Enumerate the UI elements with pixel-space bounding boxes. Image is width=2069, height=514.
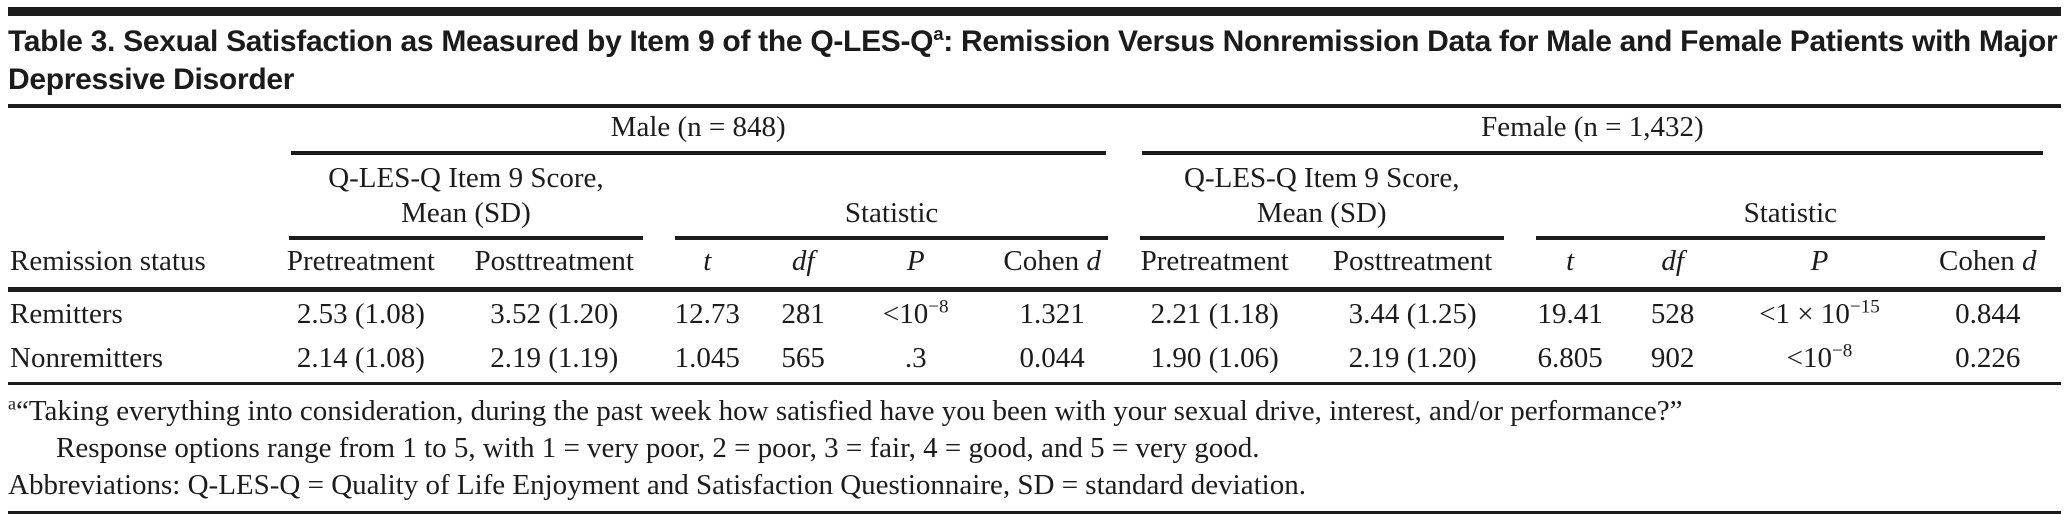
cell-female-cohen-d: 0.844 xyxy=(1955,298,2021,330)
footnote-a-line2: Response options range from 1 to 5, with… xyxy=(56,432,1260,464)
p-value: <10 xyxy=(882,298,929,330)
group-header-female-label: Female (n = 1,432) xyxy=(1141,111,2043,155)
cell-female-t: 6.805 xyxy=(1519,336,1621,385)
title-rule xyxy=(8,104,2061,108)
p-exponent: −15 xyxy=(1849,296,1880,318)
row-label-nonremitters: Nonremitters xyxy=(8,336,273,385)
cell-female-posttreatment: 2.19 (1.20) xyxy=(1305,336,1520,385)
cohen-d-label: d xyxy=(1086,245,1101,277)
table-footnotes: a“Taking everything into consideration, … xyxy=(8,393,2061,504)
score-header-line2: Mean (SD) xyxy=(1256,197,1387,229)
cell-male-df: 281 xyxy=(781,298,825,330)
sub-header-row: Q-LES-Q Item 9 Score, Mean (SD) Statisti… xyxy=(8,155,2061,240)
col-header-t-male: t xyxy=(659,240,756,292)
cell-male-cohen-d: 1.321 xyxy=(1019,298,1085,330)
score-header-line1: Q-LES-Q Item 9 Score, xyxy=(328,162,604,194)
p-exponent: −8 xyxy=(1832,340,1853,362)
p-value: .3 xyxy=(904,342,927,374)
cell-female-p: <1 × 10−15 xyxy=(1725,290,1915,337)
cell-female-posttreatment: 3.44 (1.25) xyxy=(1348,298,1477,330)
cell-male-p: .3 xyxy=(851,336,981,385)
footnote-a-text: “Taking everything into consideration, d… xyxy=(15,395,1683,427)
col-header-cohen-d-male: Cohen d xyxy=(980,240,1124,292)
col-header-df-male: df xyxy=(755,240,852,292)
cell-male-posttreatment: 3.52 (1.20) xyxy=(490,298,619,330)
cohen-label: Cohen xyxy=(1003,245,1080,277)
cell-male-t: 12.73 xyxy=(674,298,740,330)
results-table: Male (n = 848) Female (n = 1,432) Q-LES-… xyxy=(8,108,2061,385)
stat-header-male: Statistic xyxy=(659,155,1124,240)
group-header-male-label: Male (n = 848) xyxy=(290,111,1106,155)
column-header-row: Remission status Pretreatment Posttreatm… xyxy=(8,240,2061,292)
cell-female-cohen-d: 0.226 xyxy=(1914,336,2061,385)
top-bar xyxy=(8,7,2061,16)
cell-female-p: <10−8 xyxy=(1724,336,1915,385)
p-exponent: −8 xyxy=(928,296,949,318)
col-header-p-female: P xyxy=(1724,240,1915,292)
col-header-df-female: df xyxy=(1620,240,1725,292)
cell-male-pretreatment: 2.14 (1.08) xyxy=(272,336,450,385)
p-value: <1 × 10 xyxy=(1759,298,1850,330)
col-header-t-female: t xyxy=(1519,240,1621,292)
table-row-nonremitters: Nonremitters 2.14 (1.08) 2.19 (1.19) 1.0… xyxy=(8,336,2061,385)
cell-female-pretreatment: 2.21 (1.18) xyxy=(1150,298,1279,330)
page-title: Table 3. Sexual Satisfaction as Measured… xyxy=(8,23,2061,99)
table-row-remitters: Remitters 2.53 (1.08) 3.52 (1.20) 12.73 … xyxy=(8,290,2061,337)
group-header-male: Male (n = 848) xyxy=(273,108,1124,155)
p-value: <10 xyxy=(1786,342,1833,374)
cohen-label: Cohen xyxy=(1938,245,2015,277)
cell-female-pretreatment: 1.90 (1.06) xyxy=(1123,336,1306,385)
cell-male-p: <10−8 xyxy=(851,290,980,337)
cell-male-cohen-d: 0.044 xyxy=(980,336,1124,385)
header-stub xyxy=(8,108,273,155)
row-label-remitters: Remitters xyxy=(10,298,123,330)
cell-male-t: 1.045 xyxy=(659,336,756,385)
cell-female-df: 528 xyxy=(1650,298,1695,330)
col-header-pretreatment-male: Pretreatment xyxy=(272,240,450,292)
group-header-female: Female (n = 1,432) xyxy=(1124,108,2061,155)
title-text: Table 3. Sexual Satisfaction as Measured… xyxy=(8,25,934,58)
stat-header-male-label: Statistic xyxy=(675,196,1108,240)
stat-header-female: Statistic xyxy=(1520,155,2061,240)
footnote-a-marker: a xyxy=(8,393,16,414)
title-text-continued: : Remission Versus Nonremission Data for… xyxy=(8,25,2058,96)
footnote-a: a“Taking everything into consideration, … xyxy=(8,393,2061,430)
score-header-line2: Mean (SD) xyxy=(401,197,531,229)
cell-male-pretreatment: 2.53 (1.08) xyxy=(296,298,425,330)
score-header-female: Q-LES-Q Item 9 Score, Mean (SD) xyxy=(1124,155,1520,240)
footnote-abbreviations: Abbreviations: Q-LES-Q = Quality of Life… xyxy=(8,469,1306,501)
col-header-pretreatment-female: Pretreatment xyxy=(1123,240,1306,292)
cohen-d-label: d xyxy=(2021,245,2037,277)
header-stub xyxy=(8,155,273,240)
col-header-posttreatment-female: Posttreatment xyxy=(1305,240,1520,292)
score-header-male: Q-LES-Q Item 9 Score, Mean (SD) xyxy=(273,155,660,240)
col-header-remission-status: Remission status xyxy=(8,240,273,292)
title-footnote-marker: a xyxy=(933,23,944,44)
col-header-cohen-d-female: Cohen d xyxy=(1914,240,2061,292)
score-header-line1: Q-LES-Q Item 9 Score, xyxy=(1184,162,1460,194)
group-header-row: Male (n = 848) Female (n = 1,432) xyxy=(8,108,2061,155)
cell-female-t: 19.41 xyxy=(1537,298,1603,330)
stat-header-female-label: Statistic xyxy=(1535,196,2045,240)
cell-male-df: 565 xyxy=(755,336,852,385)
cell-male-posttreatment: 2.19 (1.19) xyxy=(449,336,660,385)
cell-female-df: 902 xyxy=(1620,336,1725,385)
col-header-p-male: P xyxy=(851,240,981,292)
col-header-posttreatment-male: Posttreatment xyxy=(449,240,660,292)
